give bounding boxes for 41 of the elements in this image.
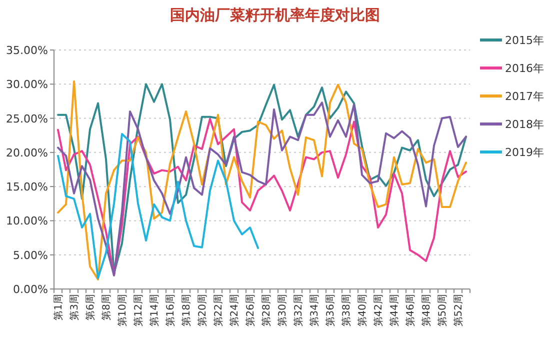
x-tick-label: 第6周 [84, 294, 96, 320]
x-tick-label: 第48周 [420, 294, 432, 327]
y-tick-label: 10.00% [6, 214, 48, 228]
legend-label: 2019年 [505, 146, 544, 159]
x-tick-label: 第38周 [340, 294, 352, 327]
x-tick-label: 第12周 [132, 294, 144, 327]
line-series [57, 132, 259, 280]
x-tick-label: 第22周 [212, 294, 224, 327]
x-tick-label: 第1周 [52, 294, 64, 320]
x-tick-label: 第3周 [68, 294, 80, 320]
x-tick-label: 第30周 [276, 294, 288, 327]
x-tick-label: 第52周 [452, 294, 464, 327]
x-tick-label: 第46周 [404, 294, 416, 327]
legend-label: 2017年 [505, 90, 544, 103]
y-tick-label: 15.00% [6, 180, 48, 194]
legend-label: 2018年 [505, 118, 544, 131]
y-tick-label: 30.00% [6, 78, 48, 92]
x-tick-label: 第42周 [372, 294, 384, 327]
x-tick-label: 第44周 [388, 294, 400, 327]
y-tick-label: 5.00% [13, 248, 48, 262]
y-tick-label: 35.00% [6, 44, 48, 57]
x-tick-label: 第36周 [324, 294, 336, 327]
x-tick-label: 第16周 [164, 294, 176, 327]
x-tick-label: 第32周 [292, 294, 304, 327]
y-tick-label: 25.00% [6, 112, 48, 126]
x-tick-label: 第50周 [436, 294, 448, 327]
x-tick-label: 第8周 [100, 294, 112, 320]
x-tick-label: 第18周 [180, 294, 192, 327]
x-tick-label: 第28周 [260, 294, 272, 327]
legend-label: 2015年 [505, 34, 544, 47]
chart-title: 国内油厂菜籽开机率年度对比图 [170, 6, 380, 24]
x-tick-label: 第26周 [244, 294, 256, 327]
x-tick-label: 第34周 [308, 294, 320, 327]
x-tick-label: 第40周 [356, 294, 368, 327]
x-tick-label: 第24周 [228, 294, 240, 327]
legend-label: 2016年 [505, 62, 544, 75]
x-tick-label: 第14周 [148, 294, 160, 327]
x-tick-label: 第10周 [116, 294, 128, 327]
x-tick-label: 第20周 [196, 294, 208, 327]
y-tick-label: 20.00% [6, 146, 48, 160]
y-tick-label: 0.00% [13, 283, 48, 296]
